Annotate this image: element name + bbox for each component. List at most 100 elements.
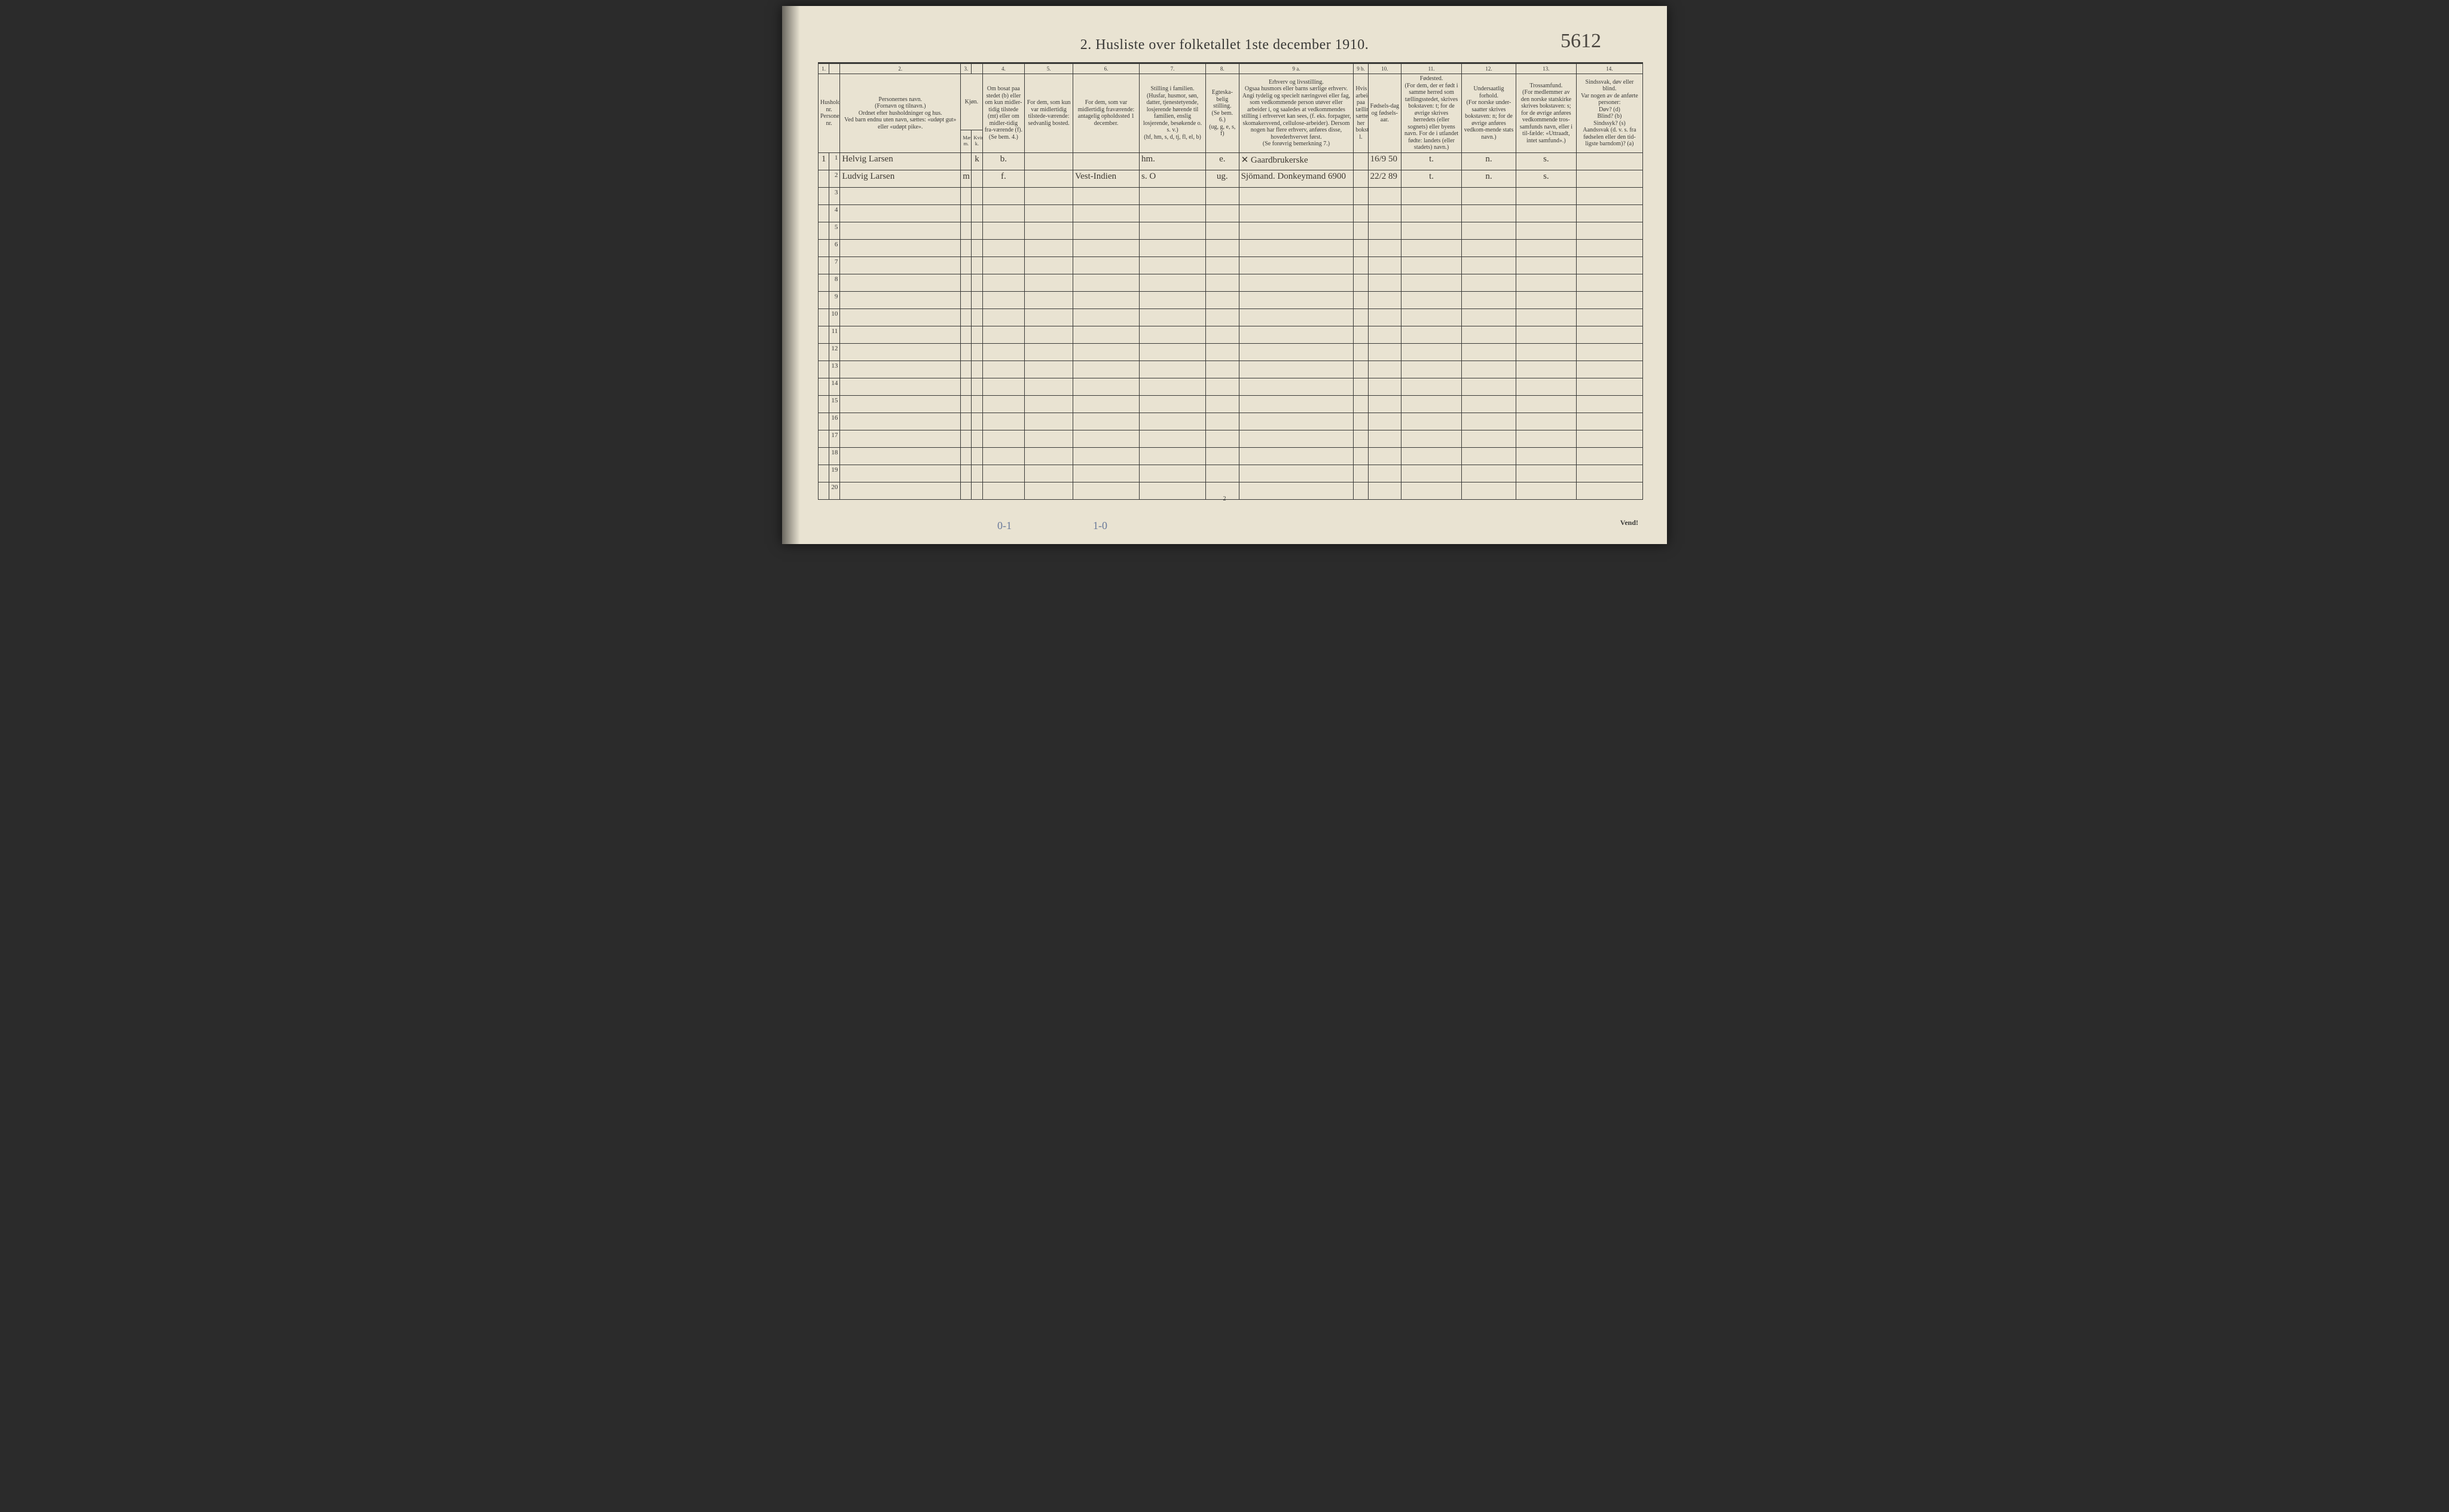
cell-person_nr: 15 — [829, 395, 840, 413]
cell-opholdssted — [1073, 361, 1139, 378]
cell-undersaatlig — [1462, 256, 1516, 274]
cell-person_nr: 19 — [829, 465, 840, 482]
cell-opholdssted — [1073, 430, 1139, 447]
cell-trossamfund — [1516, 204, 1576, 222]
column-header: Erhverv og livsstilling. Ogsaa husmors e… — [1239, 74, 1354, 153]
pencil-note: 0-1 — [997, 520, 1012, 532]
cell-fodselsdag — [1368, 430, 1401, 447]
cell-kjon_m — [961, 308, 972, 326]
column-header: For dem, som var midlertidig fraværende:… — [1073, 74, 1139, 153]
cell-opholdssted — [1073, 343, 1139, 361]
cell-stilling_familie — [1140, 274, 1206, 291]
table-row: 5 — [819, 222, 1643, 239]
cell-fodested — [1401, 413, 1462, 430]
cell-husholdning_nr — [819, 326, 829, 343]
table-row: 16 — [819, 413, 1643, 430]
cell-kjon_m — [961, 274, 972, 291]
cell-kjon_k — [972, 291, 982, 308]
cell-egteskab — [1206, 308, 1239, 326]
column-header: Hvis arbeidsledig paa tællingstiden sætt… — [1354, 74, 1368, 153]
cell-husholdning_nr — [819, 222, 829, 239]
cell-trossamfund — [1516, 413, 1576, 430]
cell-opholdssted — [1073, 239, 1139, 256]
column-header: Husholdningens nr. Personens nr. — [819, 74, 840, 153]
cell-stilling_familie — [1140, 465, 1206, 482]
table-row: 6 — [819, 239, 1643, 256]
cell-opholdssted: Vest-Indien — [1073, 170, 1139, 187]
cell-navn: Helvig Larsen — [840, 152, 961, 170]
cell-undersaatlig — [1462, 361, 1516, 378]
cell-navn — [840, 447, 961, 465]
cell-egteskab — [1206, 291, 1239, 308]
cell-fodselsdag — [1368, 204, 1401, 222]
column-header: Fødsels-dag og fødsels-aar. — [1368, 74, 1401, 153]
cell-person_nr: 5 — [829, 222, 840, 239]
cell-arbeidsledig — [1354, 447, 1368, 465]
cell-erhverv — [1239, 204, 1354, 222]
cell-arbeidsledig — [1354, 170, 1368, 187]
cell-trossamfund: s. — [1516, 152, 1576, 170]
cell-kjon_m — [961, 447, 972, 465]
cell-bosat — [982, 239, 1025, 256]
cell-undersaatlig — [1462, 413, 1516, 430]
cell-sedvanlig_bosted — [1025, 308, 1073, 326]
cell-stilling_familie — [1140, 447, 1206, 465]
cell-kjon_k — [972, 239, 982, 256]
cell-bosat: b. — [982, 152, 1025, 170]
cell-sedvanlig_bosted — [1025, 239, 1073, 256]
cell-bosat — [982, 256, 1025, 274]
cell-opholdssted — [1073, 204, 1139, 222]
cell-stilling_familie — [1140, 239, 1206, 256]
cell-erhverv — [1239, 239, 1354, 256]
cell-person_nr: 10 — [829, 308, 840, 326]
cell-arbeidsledig — [1354, 239, 1368, 256]
cell-kjon_k — [972, 395, 982, 413]
cell-kjon_k — [972, 222, 982, 239]
column-subheader-kjon: Mænd. m. — [961, 130, 972, 152]
cell-sindssvak — [1576, 291, 1642, 308]
table-row: 10 — [819, 308, 1643, 326]
cell-kjon_m — [961, 291, 972, 308]
table-body: 11Helvig Larsenkb.hm.e.✕ Gaardbrukerske1… — [819, 152, 1643, 499]
cell-person_nr: 4 — [829, 204, 840, 222]
cell-fodselsdag — [1368, 361, 1401, 378]
cell-bosat — [982, 447, 1025, 465]
column-number: 5. — [1025, 64, 1073, 74]
cell-kjon_k — [972, 378, 982, 395]
cell-fodested — [1401, 204, 1462, 222]
cell-kjon_m — [961, 413, 972, 430]
cell-stilling_familie — [1140, 361, 1206, 378]
cell-opholdssted — [1073, 395, 1139, 413]
cell-stilling_familie — [1140, 395, 1206, 413]
cell-fodested — [1401, 465, 1462, 482]
cell-person_nr: 16 — [829, 413, 840, 430]
cell-opholdssted — [1073, 256, 1139, 274]
column-number: 14. — [1576, 64, 1642, 74]
table-row: 11 — [819, 326, 1643, 343]
cell-erhverv — [1239, 395, 1354, 413]
cell-trossamfund — [1516, 222, 1576, 239]
cell-sedvanlig_bosted — [1025, 378, 1073, 395]
cell-egteskab — [1206, 222, 1239, 239]
cell-kjon_m — [961, 378, 972, 395]
cell-erhverv: ✕ Gaardbrukerske — [1239, 152, 1354, 170]
cell-bosat — [982, 222, 1025, 239]
cell-navn — [840, 222, 961, 239]
cell-navn — [840, 361, 961, 378]
column-header: Fødested. (For dem, der er født i samme … — [1401, 74, 1462, 153]
cell-fodselsdag — [1368, 465, 1401, 482]
cell-husholdning_nr — [819, 378, 829, 395]
cell-sindssvak — [1576, 447, 1642, 465]
cell-kjon_m — [961, 256, 972, 274]
cell-person_nr: 7 — [829, 256, 840, 274]
cell-navn — [840, 291, 961, 308]
column-subheader-kjon: Kvinder. k. — [972, 130, 982, 152]
cell-stilling_familie — [1140, 256, 1206, 274]
cell-person_nr: 11 — [829, 326, 840, 343]
cell-arbeidsledig — [1354, 187, 1368, 204]
column-number: 3. — [961, 64, 972, 74]
cell-erhverv — [1239, 378, 1354, 395]
column-number: 11. — [1401, 64, 1462, 74]
cell-husholdning_nr — [819, 361, 829, 378]
cell-undersaatlig — [1462, 430, 1516, 447]
